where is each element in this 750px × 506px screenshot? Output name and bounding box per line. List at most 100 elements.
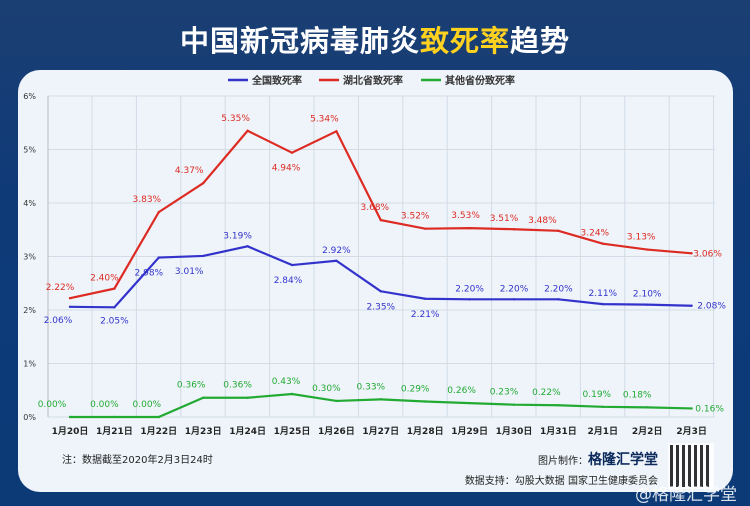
data-point [335, 399, 338, 403]
y-tick-label: 3% [23, 253, 36, 262]
data-label: 3.52% [401, 212, 430, 222]
y-tick-label: 6% [23, 92, 36, 101]
x-tick-label: 2月2日 [632, 426, 663, 437]
data-label: 4.94% [272, 164, 301, 174]
data-label: 3.48% [528, 216, 557, 226]
x-tick-label: 1月28日 [407, 426, 444, 437]
data-label: 0.23% [490, 388, 519, 398]
data-label: 0.43% [272, 377, 301, 387]
x-tick-label: 1月29日 [451, 426, 488, 437]
data-label: 5.35% [221, 114, 250, 124]
data-label: 2.20% [544, 284, 573, 294]
data-label: 0.26% [447, 386, 476, 396]
qr-code-icon [668, 443, 714, 489]
credit-label: 图片制作： [538, 456, 588, 467]
y-tick-label: 2% [23, 306, 36, 315]
data-point [290, 151, 294, 154]
data-label: 0.36% [223, 381, 252, 391]
data-point [601, 302, 604, 306]
y-tick-label: 0% [23, 413, 36, 422]
credit: 图片制作：格隆汇学堂 [538, 449, 658, 469]
data-label: 0.22% [532, 388, 561, 398]
data-label: 3.53% [451, 211, 480, 221]
data-point [68, 415, 72, 419]
data-label: 3.83% [133, 195, 162, 205]
title-highlight: 致死率 [419, 24, 510, 58]
data-point [113, 415, 116, 419]
data-point [512, 228, 516, 231]
title-part2: 趋势 [510, 24, 571, 58]
data-label: 3.68% [361, 203, 390, 213]
data-point [557, 229, 560, 233]
data-point [202, 254, 205, 258]
data-point [335, 130, 338, 133]
data-point [646, 248, 649, 251]
data-label: 2.22% [46, 283, 75, 293]
data-label: 5.34% [310, 114, 339, 124]
data-point [68, 305, 72, 308]
data-label: 2.40% [90, 274, 119, 284]
series-line-1 [69, 129, 692, 300]
title-part1: 中国新冠病毒肺炎 [179, 24, 420, 58]
x-tick-label: 1月20日 [52, 426, 89, 437]
data-label: 2.08% [697, 302, 726, 312]
x-tick-label: 1月26日 [318, 426, 355, 437]
data-point [468, 226, 471, 230]
y-tick-label: 4% [23, 199, 36, 208]
data-point [690, 407, 693, 410]
data-label: 3.24% [581, 229, 610, 239]
legend-label: 湖北省致死率 [343, 74, 403, 87]
data-point [601, 405, 604, 409]
data-label: 0.00% [133, 400, 162, 410]
data-label: 2.84% [274, 276, 303, 286]
data-point [246, 245, 249, 248]
data-point [246, 396, 249, 399]
data-point [68, 297, 72, 300]
data-label: 0.00% [90, 400, 119, 410]
x-tick-label: 2月1日 [588, 426, 619, 437]
data-point [379, 398, 382, 401]
data-label: 2.05% [100, 316, 129, 326]
watermark: @格隆汇学堂 [635, 485, 737, 505]
x-tick-label: 1月27日 [362, 426, 399, 437]
x-tick-label: 1月30日 [496, 426, 533, 437]
data-label: 2.11% [589, 289, 618, 299]
data-label: 2.06% [44, 316, 73, 326]
data-label: 0.16% [695, 404, 724, 414]
data-point [290, 392, 294, 396]
legend-label: 其他省份致死率 [445, 74, 515, 87]
data-source: 数据支持：勾股大数据 国家卫生健康委员会 [464, 476, 658, 487]
x-tick-label: 2月3日 [676, 426, 707, 437]
data-label: 2.98% [135, 269, 164, 279]
data-label: 0.33% [357, 382, 386, 392]
data-point [690, 252, 693, 255]
data-label: 3.51% [490, 214, 519, 224]
data-point [113, 287, 116, 290]
data-point [202, 396, 205, 399]
data-point [557, 298, 560, 301]
x-tick-label: 1月22日 [140, 426, 177, 437]
data-label: 2.92% [322, 246, 351, 256]
data-point [646, 406, 649, 409]
data-label: 2.21% [411, 310, 440, 320]
data-point [557, 404, 560, 407]
data-point [246, 129, 249, 132]
x-tick-label: 1月21日 [96, 426, 133, 437]
data-label: 4.37% [175, 166, 204, 176]
data-point [157, 256, 160, 259]
data-point [290, 263, 294, 267]
data-point [512, 298, 516, 301]
data-point [646, 303, 649, 306]
data-label: 0.36% [177, 381, 206, 391]
y-tick-label: 5% [23, 146, 36, 155]
data-label: 2.10% [633, 290, 662, 300]
data-point [424, 297, 427, 300]
data-label: 2.20% [500, 284, 529, 294]
data-point [601, 242, 604, 245]
data-label: 0.00% [38, 400, 67, 410]
x-tick-label: 1月24日 [229, 426, 266, 437]
data-label: 2.20% [455, 284, 484, 294]
data-label: 0.29% [401, 384, 430, 394]
data-point [335, 259, 338, 262]
